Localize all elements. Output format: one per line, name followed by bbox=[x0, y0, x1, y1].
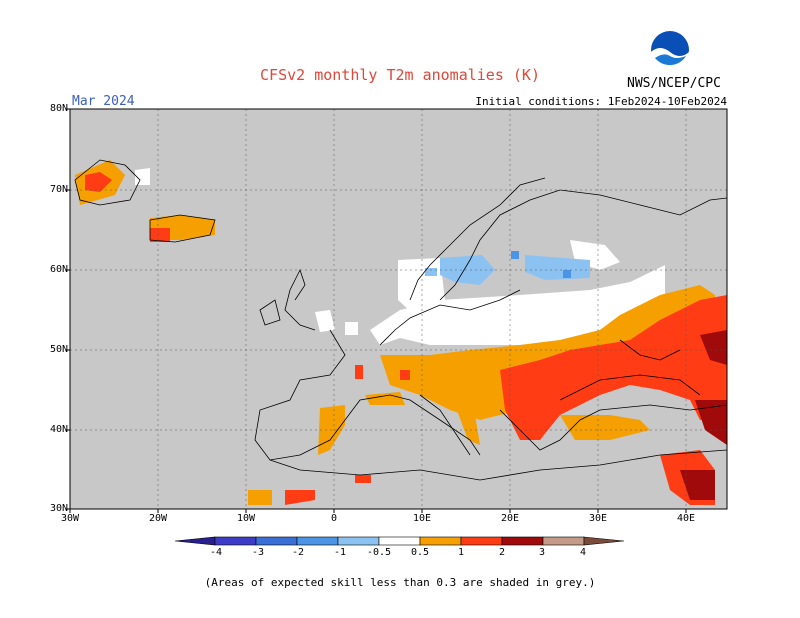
legend-swatch bbox=[460, 536, 503, 546]
lat-label: 60N bbox=[49, 264, 68, 275]
lon-label: 30W bbox=[60, 513, 80, 524]
cold-anomaly-core bbox=[511, 251, 571, 278]
warm-anomaly-darkred bbox=[680, 330, 727, 500]
initial-conditions: Initial conditions: 1Feb2024-10Feb2024 bbox=[475, 95, 727, 108]
lat-label: 50N bbox=[49, 344, 68, 355]
agency-label: NWS/NCEP/CPC bbox=[627, 76, 721, 91]
legend-tick-label: -2 bbox=[291, 547, 305, 558]
coastlines bbox=[74, 159, 728, 481]
legend-swatch bbox=[378, 536, 421, 546]
legend-tick-label: 3 bbox=[538, 547, 546, 558]
lat-label: 30N bbox=[49, 503, 68, 514]
lon-label: 10W bbox=[236, 513, 256, 524]
legend-tick-label: 4 bbox=[579, 547, 587, 558]
legend-swatch bbox=[174, 536, 216, 546]
graticule bbox=[70, 109, 727, 509]
lat-label: 40N bbox=[49, 424, 68, 435]
legend-swatch bbox=[501, 536, 544, 546]
legend-swatch bbox=[296, 536, 339, 546]
map-frame bbox=[69, 108, 728, 510]
cold-anomaly-areas bbox=[425, 255, 590, 285]
legend-tick-label: -1 bbox=[333, 547, 347, 558]
legend-swatch bbox=[255, 536, 298, 546]
legend-tick-label: -0.5 bbox=[366, 547, 392, 558]
noaa-logo bbox=[651, 31, 689, 70]
map-title: CFSv2 monthly T2m anomalies (K) bbox=[260, 66, 540, 84]
lon-label: 20E bbox=[500, 513, 520, 524]
skill-note: (Areas of expected skill less than 0.3 a… bbox=[204, 576, 596, 589]
legend-swatch bbox=[419, 536, 462, 546]
lon-label: 10E bbox=[412, 513, 432, 524]
legend-tick-label: 1 bbox=[457, 547, 465, 558]
legend-swatch bbox=[214, 536, 257, 546]
lon-label: 40E bbox=[676, 513, 696, 524]
legend-swatch bbox=[337, 536, 380, 546]
lon-label: 20W bbox=[148, 513, 168, 524]
legend-tick-label: -3 bbox=[251, 547, 265, 558]
legend-tick-label: -4 bbox=[209, 547, 223, 558]
legend-swatch bbox=[542, 536, 585, 546]
lon-label: 0 bbox=[330, 513, 338, 524]
legend-tick-label: 0.5 bbox=[410, 547, 430, 558]
legend-tick-label: 2 bbox=[498, 547, 506, 558]
lon-label: 30E bbox=[588, 513, 608, 524]
forecast-month: Mar 2024 bbox=[72, 94, 135, 109]
lat-label: 80N bbox=[49, 103, 68, 114]
legend-swatch bbox=[583, 536, 625, 546]
lat-label: 70N bbox=[49, 184, 68, 195]
